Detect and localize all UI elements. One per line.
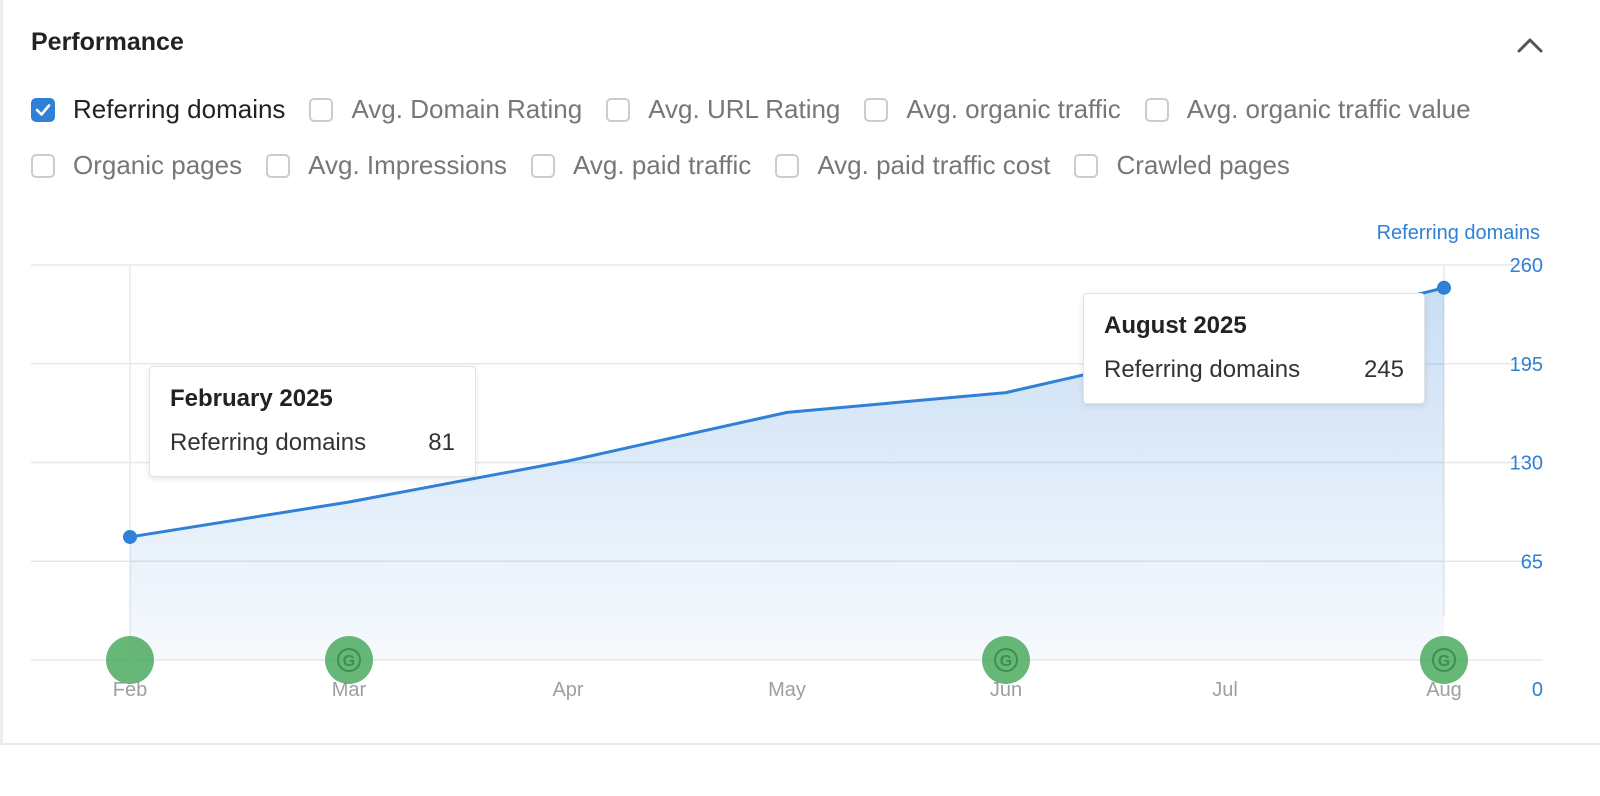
x-tick-label: Apr — [552, 679, 583, 701]
metric-label: Avg. paid traffic cost — [817, 150, 1051, 180]
tooltip-august: August 2025 Referring domains 245 — [1083, 293, 1425, 404]
x-tick-label: Aug — [1426, 679, 1462, 701]
tooltip-february: February 2025 Referring domains 81 — [149, 366, 476, 477]
y-tick-label: 65 — [1521, 551, 1543, 573]
checkbox-icon[interactable] — [1074, 153, 1099, 178]
metric-label: Referring domains — [73, 94, 286, 124]
metric-organic-pages[interactable]: Organic pages — [31, 150, 242, 181]
tooltip-title: August 2025 — [1104, 312, 1247, 339]
metric-label: Organic pages — [73, 150, 243, 180]
tooltip-row: Referring domains 245 — [1104, 356, 1404, 384]
tooltip-label: Referring domains — [1104, 356, 1301, 383]
panel-title: Performance — [31, 28, 184, 56]
metric-label: Avg. organic traffic value — [1186, 94, 1471, 124]
metric-label: Avg. URL Rating — [648, 94, 841, 124]
x-tick-label: Jun — [990, 679, 1022, 701]
y-axis-title: Referring domains — [1376, 222, 1540, 244]
google-update-icon — [106, 636, 154, 684]
checkbox-icon[interactable] — [266, 153, 291, 178]
google-update-icon: G — [325, 636, 373, 684]
metric-avg-organic-traffic-value[interactable]: Avg. organic traffic value — [1144, 94, 1471, 125]
data-point — [1437, 280, 1451, 295]
checkbox-icon[interactable] — [531, 153, 556, 178]
metrics-row-2: Organic pages Avg. Impressions Avg. paid… — [31, 150, 1314, 181]
metric-label: Crawled pages — [1116, 150, 1290, 180]
svg-text:G: G — [343, 653, 355, 670]
tooltip-value: 245 — [1363, 356, 1404, 383]
performance-panel: Performance Referring domains Avg. Domai… — [0, 0, 1600, 745]
tooltip-row: Referring domains 81 — [170, 429, 455, 457]
y-tick-label: 195 — [1510, 354, 1543, 376]
checkbox-icon[interactable] — [775, 153, 800, 178]
google-update-icon: G — [982, 636, 1030, 684]
checkbox-checked-icon[interactable] — [31, 97, 55, 122]
x-tick-label: Jul — [1212, 679, 1238, 701]
metric-referring-domains[interactable]: Referring domains — [31, 94, 285, 125]
metric-label: Avg. organic traffic — [906, 94, 1121, 124]
tooltip-value: 81 — [428, 429, 455, 456]
collapse-chevron-icon[interactable] — [1515, 30, 1545, 60]
checkbox-icon[interactable] — [1144, 97, 1169, 122]
tooltip-label: Referring domains — [170, 429, 367, 456]
metric-label: Avg. Impressions — [308, 150, 508, 180]
checkbox-icon[interactable] — [864, 97, 889, 122]
x-tick-label: Feb — [113, 679, 147, 701]
svg-text:G: G — [1438, 653, 1450, 670]
metric-avg-paid-traffic[interactable]: Avg. paid traffic — [531, 150, 751, 181]
metric-avg-url-rating[interactable]: Avg. URL Rating — [606, 94, 840, 125]
y-tick-label: 130 — [1510, 453, 1543, 475]
checkbox-icon[interactable] — [606, 97, 631, 122]
google-update-icon: G — [1420, 636, 1468, 684]
metric-label: Avg. paid traffic — [573, 150, 752, 180]
y-tick-label: 0 — [1532, 679, 1543, 701]
metric-avg-impressions[interactable]: Avg. Impressions — [266, 150, 507, 181]
svg-text:G: G — [1000, 653, 1012, 670]
x-tick-label: Mar — [332, 679, 367, 701]
y-tick-label: 260 — [1510, 255, 1543, 277]
metric-avg-domain-rating[interactable]: Avg. Domain Rating — [309, 94, 582, 125]
metric-avg-organic-traffic[interactable]: Avg. organic traffic — [864, 94, 1121, 125]
checkbox-icon[interactable] — [309, 97, 334, 122]
data-point — [123, 529, 137, 544]
x-tick-label: May — [768, 679, 806, 701]
metric-label: Avg. Domain Rating — [351, 94, 583, 124]
tooltip-title: February 2025 — [170, 385, 333, 412]
checkbox-icon[interactable] — [31, 153, 55, 178]
metric-crawled-pages[interactable]: Crawled pages — [1074, 150, 1290, 181]
metrics-row-1: Referring domains Avg. Domain Rating Avg… — [31, 94, 1495, 125]
metric-avg-paid-traffic-cost[interactable]: Avg. paid traffic cost — [775, 150, 1050, 181]
